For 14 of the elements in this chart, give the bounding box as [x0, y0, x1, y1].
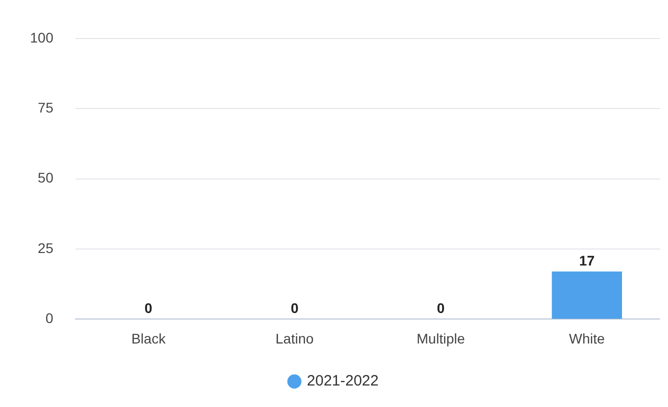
- legend-label: 2021-2022: [306, 372, 379, 390]
- x-tick-label: White: [569, 330, 606, 346]
- data-label: 0: [290, 300, 299, 316]
- data-label: 17: [579, 252, 595, 268]
- y-tick-label: 0: [46, 310, 54, 326]
- data-label: 0: [144, 300, 153, 316]
- y-tick-label: 100: [30, 29, 54, 46]
- x-tick-label: Black: [131, 330, 167, 346]
- x-tick-label: Multiple: [416, 330, 466, 346]
- y-tick-label: 25: [38, 240, 54, 256]
- y-tick-label: 75: [38, 99, 54, 116]
- y-tick-label: 50: [38, 170, 54, 186]
- data-label: 0: [436, 300, 445, 316]
- x-tick-label: Latino: [276, 330, 314, 346]
